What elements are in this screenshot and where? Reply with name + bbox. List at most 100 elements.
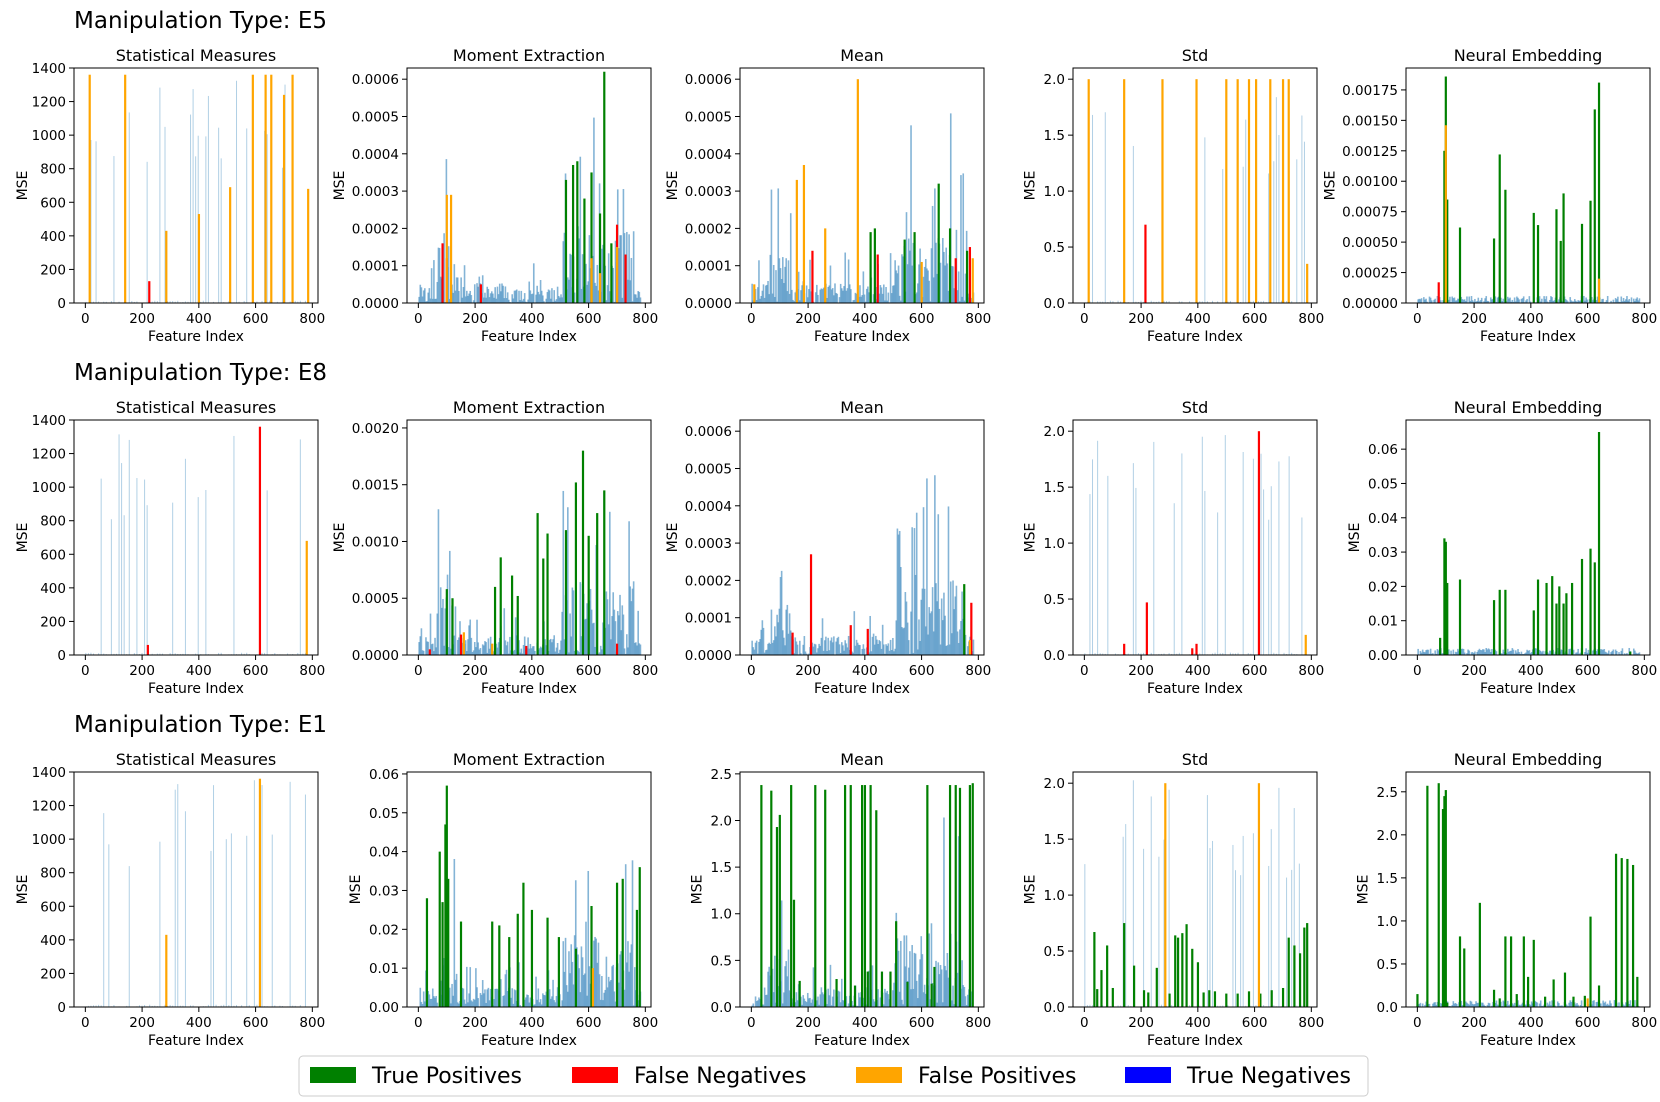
panel-r0-c1-bg-bar [535, 294, 537, 303]
panel-r1-c1-data-bar [510, 575, 514, 655]
panel-r1-c2-xtick-label: 800 [965, 663, 991, 679]
panel-r0-c2-bg-bar [961, 296, 963, 303]
legend-swatch-true-negatives [1125, 1067, 1171, 1083]
panel-r1-c0-bg-bar [184, 458, 186, 655]
panel-r0-c4-bg-bar [1528, 296, 1531, 303]
panel-r0-c1-bg-bar [452, 292, 454, 303]
panel-r2-c1-bg-bar [510, 997, 512, 1007]
panel-r1-c1-bg-bar [638, 643, 641, 655]
panel-r2-c2-bg-bar [796, 1000, 799, 1007]
panel-r1-c1-bg-bar [531, 646, 534, 655]
panel-r1-c4-bg-bar [1514, 650, 1517, 655]
panel-r1-c4-series-true-positives [1439, 432, 1632, 655]
panel-r2-c4-bg-bar [1622, 1004, 1625, 1007]
panel-r1-c1-bg-bar [626, 634, 628, 655]
panel-r2-c4-ytick-label: 2.5 [1377, 785, 1398, 801]
panel-r2-c2-bg-bar [841, 978, 843, 1007]
panel-r1-c1-data-bar [525, 645, 528, 655]
panel-r2-c1-bg-bar [429, 999, 432, 1007]
panel-r0-c1-bg-bar [570, 254, 573, 303]
panel-r2-c4-data-bar [1478, 902, 1481, 1007]
panel-r2-c3-xtick-label: 0 [1080, 1015, 1089, 1031]
panel-r2-c1-bg-bar [511, 988, 514, 1007]
panel-r0-c0-bg-bar [220, 158, 222, 303]
panel-r2-c2-bg-bar [951, 1000, 953, 1007]
panel-r2-c4-bg-bar [1558, 1003, 1560, 1007]
panel-r2-c2-bg-bar [804, 1001, 807, 1007]
panel-r1-c4-bg-bar [1528, 650, 1531, 655]
panel-r0-c1-bg-bar [430, 268, 433, 303]
panel-r0-c1-data-bar [576, 161, 579, 303]
panel-r2-c2-xtick-label: 200 [795, 1015, 821, 1031]
panel-r0-c0: 0 200 400 600 8000200400600800100012001400St… [15, 46, 325, 345]
panel-r2-c0-bg-bar [299, 1005, 301, 1007]
panel-r1-c4-bg-bar [1483, 649, 1485, 655]
panel-r1-c4-bg-bar [1463, 652, 1466, 655]
panel-r1-c1-bg-bar [514, 617, 517, 655]
panel-r0-c1-bg-bar [425, 301, 427, 303]
panel-r1-c1-bg-bar [422, 650, 425, 655]
panel-r1-c1-bg-bar [544, 639, 546, 655]
panel-r1-c2-bg-bar [904, 592, 907, 655]
panel-r1-c3-bg-bar [1278, 461, 1280, 655]
panel-r2-c1-bg-bar [614, 1001, 617, 1007]
panel-r2-c4-bg-bar [1480, 1002, 1483, 1007]
panel-r0-c2-bg-bar [758, 260, 760, 303]
panel-r0-c4-xlabel: Feature Index [1480, 329, 1576, 345]
panel-r1-c0-ytick-label: 1400 [32, 413, 66, 429]
panel-r1-c0-bg-bar [302, 653, 304, 655]
panel-r2-c3-bg-bar [1212, 840, 1214, 1007]
panel-r2-c1-bg-bar [453, 858, 456, 1007]
panel-r1-c2-bg-bar [878, 640, 881, 655]
panel-r2-c3-data-bar [1236, 993, 1239, 1007]
panel-r0-c2-data-bar [903, 239, 906, 303]
panel-r1-c2-bg-bar [774, 626, 776, 655]
panel-r2-c4-data-bar [1532, 939, 1535, 1007]
panel-r2-c1-bg-bar [477, 998, 479, 1007]
panel-r0-c2-bg-bar [794, 292, 797, 303]
panel-r1-c2-frame [739, 419, 985, 656]
panel-r1-c1-bg-bar [570, 636, 573, 655]
panel-r1-c4-bg-bar [1488, 649, 1491, 655]
panel-r2-c4-bg-bar [1432, 1003, 1434, 1007]
panel-r1-c2-bg-bar [755, 640, 758, 655]
panel-r2-c2-data-bar [869, 785, 872, 1007]
panel-r2-c1-bg-bar [468, 993, 470, 1007]
panel-r2-c1-bg-bar [435, 995, 437, 1007]
panel-r0-c0-bg-bar [213, 301, 215, 303]
panel-r0-c1-bg-bar [633, 294, 636, 303]
panel-r0-c3-bg-bar [1280, 300, 1282, 303]
panel-r2-c1-bg-bar [574, 880, 577, 1007]
panel-r2-c4-bg-bar [1548, 1001, 1551, 1007]
panel-r1-c1-bg-bar [567, 507, 569, 655]
panel-r0-c4-bg-bar [1570, 300, 1573, 303]
panel-r1-c3-bg-bar [1291, 652, 1293, 655]
panel-r1-c1-xlabel: Feature Index [481, 681, 577, 697]
panel-r0-c1-bg-bar [483, 297, 485, 303]
panel-r0-c1-data-bar [624, 254, 627, 303]
panel-r0-c1-bg-bar [556, 286, 559, 303]
panel-r2-c4-bg-bar [1550, 1005, 1552, 1007]
panel-r0-c4-bg-bar [1465, 301, 1467, 303]
panel-r1-c1-bg-bar [467, 639, 469, 655]
panel-r0-c4-bg-bar [1474, 298, 1476, 303]
panel-r0-c1-bg-bar [505, 298, 508, 303]
panel-r2-c1-bg-bar [487, 987, 490, 1007]
panel-r2-c1-bg-bar [496, 988, 499, 1007]
panel-r1-c1-bg-bar [520, 648, 523, 655]
panel-r1-c1-data-bar [493, 586, 497, 655]
panel-r1-c4-frame [1405, 419, 1651, 656]
panel-r2-c3-plot-area [1073, 772, 1317, 1007]
panel-r1-c1-bg-bar [435, 647, 437, 655]
panel-r2-c4-bg-bar [1494, 1002, 1497, 1007]
panel-r0-c4-bg-bar [1596, 296, 1599, 303]
panel-r2-c0-bg-bar [159, 841, 161, 1007]
panel-r2-c1-bg-bar [469, 967, 472, 1007]
panel-r2-c0-ytick-label: 200 [40, 966, 66, 982]
panel-r0-c2-bg-bar [909, 250, 911, 303]
panel-r2-c4-data-bar [1544, 996, 1547, 1007]
panel-r0-c2-bg-bar [763, 297, 766, 303]
panel-r0-c1-bg-bar [542, 295, 544, 303]
panel-r1-c4-bg-bar [1467, 649, 1469, 655]
panel-r1-c0-xtick-label: 600 [243, 663, 269, 679]
